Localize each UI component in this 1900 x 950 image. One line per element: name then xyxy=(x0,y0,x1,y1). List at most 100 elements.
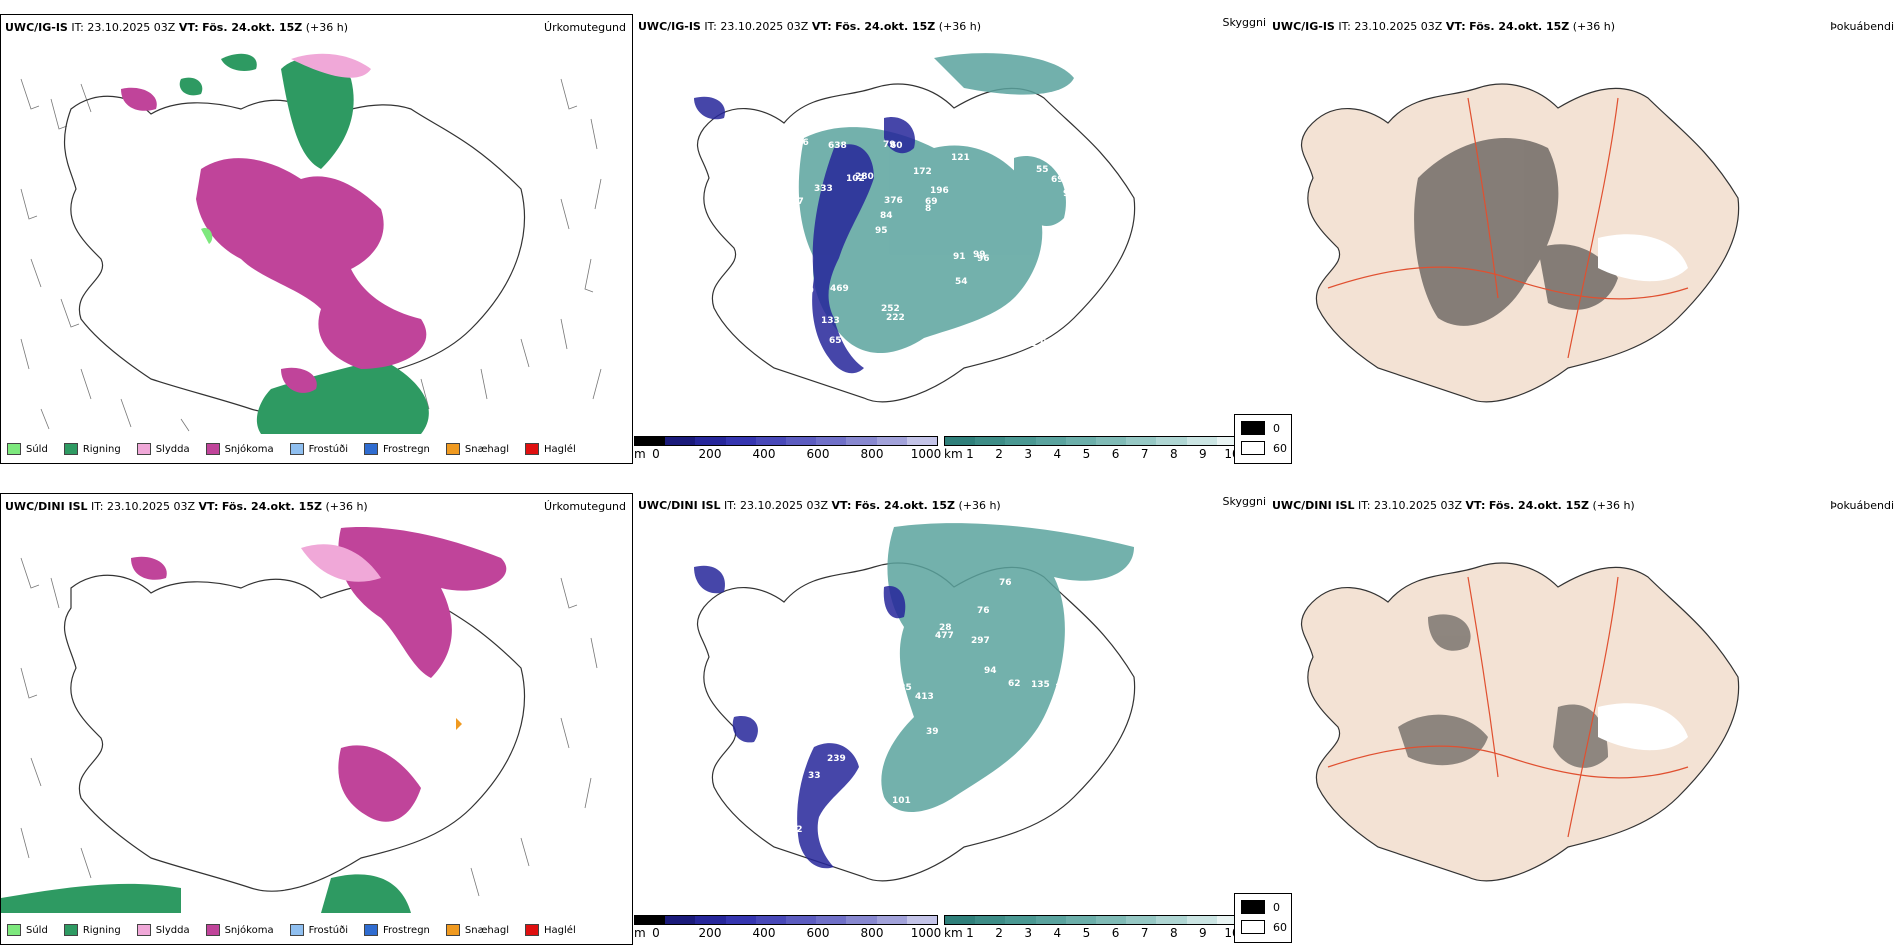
ceiling-label: 100 xyxy=(1055,683,1074,693)
ceiling-label: 129 xyxy=(781,720,800,730)
colorbar-tick-label: 7 xyxy=(1140,447,1149,461)
fog-panel-bottom: UWC/DINI ISL IT: 23.10.2025 03Z VT: Fös.… xyxy=(1234,493,1900,945)
legend-label: Haglél xyxy=(544,443,576,455)
ceiling-label: 82 xyxy=(773,328,786,338)
fog-indicator-light xyxy=(1598,703,1688,751)
fog-panel-top: UWC/IG-IS IT: 23.10.2025 03Z VT: Fös. 24… xyxy=(1234,14,1900,464)
ceiling-label: 253 xyxy=(854,585,873,595)
colorbar-cell xyxy=(1156,437,1187,445)
ceiling-label: 76 xyxy=(999,578,1012,588)
model-name: UWC/IG-IS xyxy=(638,20,701,33)
it-label: IT: xyxy=(1358,499,1371,512)
ceiling-label: 102 xyxy=(855,715,874,725)
rain-areas xyxy=(179,53,429,434)
fog-legend-row: 60 xyxy=(1241,441,1287,455)
visibility-colorbar: km 1 2 3 4 5 6 7 8 9 10 xyxy=(944,915,1248,941)
colorbar-cell xyxy=(1186,437,1217,445)
ceiling-colorbar: m 0 200 400 600 800 1000 xyxy=(634,915,941,941)
legend-item: Frostregn xyxy=(364,443,430,455)
legend-item: Snjókoma xyxy=(205,924,274,936)
ceiling-colorbar-cells xyxy=(634,915,938,925)
ceiling-label: 539 xyxy=(788,664,807,674)
fog-map xyxy=(1301,83,1740,403)
legend-swatch xyxy=(445,924,460,936)
fog-indicator-dark xyxy=(1414,138,1618,326)
precip-type-map xyxy=(1,527,598,913)
iceland-coastline xyxy=(697,562,1136,882)
ceiling-label: 102 xyxy=(846,174,865,184)
colorbar-tick-label: 600 xyxy=(806,926,830,940)
it-value: 23.10.2025 03Z xyxy=(107,500,196,513)
low-ceiling-areas xyxy=(694,96,915,374)
ceiling-colorbar: m 0 200 400 600 800 1000 xyxy=(634,436,941,462)
colorbar-cell xyxy=(635,437,666,445)
ceiling-label: 54 xyxy=(955,277,968,287)
ceiling-unit: m xyxy=(634,447,646,461)
fog-legend-swatch xyxy=(1241,900,1265,914)
colorbar-tick-label: 2 xyxy=(995,447,1003,461)
ceiling-label: 39 xyxy=(926,727,939,737)
ceiling-label: 252 xyxy=(881,304,900,314)
ceiling-label: 96 xyxy=(977,254,990,264)
fog-indicator-light xyxy=(1598,234,1688,282)
colorbar-tick-label: 400 xyxy=(752,447,776,461)
rain-areas xyxy=(1,874,411,913)
precip-type-legend: Súld Rigning Slydda Snjókoma Frostúði Fr… xyxy=(7,924,576,936)
ceiling-label: 172 xyxy=(913,167,932,177)
ceiling-label: 406 xyxy=(790,138,809,148)
colorbar-tick-label: 6 xyxy=(1111,447,1120,461)
fog-legend-row: 0 xyxy=(1241,900,1280,914)
colorbar-cell xyxy=(1065,437,1097,445)
it-value: 23.10.2025 03Z xyxy=(720,20,809,33)
legend-swatch xyxy=(205,443,220,455)
ceiling-label: 97 xyxy=(780,614,793,624)
panel-header: UWC/IG-IS IT: 23.10.2025 03Z VT: Fös. 24… xyxy=(1272,20,1615,33)
legend-item: Rigning xyxy=(63,924,121,936)
colorbar-cell xyxy=(665,916,696,924)
vt-label: VT: xyxy=(811,20,832,33)
model-name: UWC/DINI ISL xyxy=(5,500,88,513)
visibility-colorbar-cells xyxy=(944,915,1248,925)
ceiling-label: 125 xyxy=(893,683,912,693)
ceiling-label: 69 xyxy=(1051,175,1064,185)
ceiling-label: 469 xyxy=(830,284,849,294)
fog-legend-swatch xyxy=(1241,441,1265,455)
ceiling-label: 93 xyxy=(915,354,928,364)
ceiling-label: 95 xyxy=(875,226,888,236)
legend-swatch xyxy=(525,443,540,455)
colorbar-tick-label: 9 xyxy=(1199,447,1207,461)
ceiling-labels: 113 76 100 92 39 44 97 297 129 477 413 32 253 102 8677… xyxy=(769,573,1074,848)
panel-title: Þokuábendi xyxy=(1830,499,1894,512)
ceiling-unit: m xyxy=(634,926,646,940)
visibility-map: 127 177 168 95 121 126 79 172 260 280 82 133 60 196 96… xyxy=(694,53,1136,403)
visibility-map: 113 76 100 92 39 44 97 297 129 477 413 32 253 102 8677… xyxy=(694,523,1136,882)
visibility-unit: km xyxy=(944,447,963,461)
ceiling-labels: 127 177 168 95 121 126 79 172 260 280 82 133 60 196 96… xyxy=(773,102,1076,364)
legend-item: Slydda xyxy=(136,443,190,455)
ceiling-label: 49 xyxy=(1059,680,1072,690)
precip-type-panel-bottom: UWC/DINI ISL IT: 23.10.2025 03Z VT: Fös.… xyxy=(0,493,633,945)
ceiling-label: 18 xyxy=(1010,798,1023,808)
drizzle-area xyxy=(201,227,213,244)
vt-label: VT: xyxy=(178,21,199,34)
ceiling-label: 239 xyxy=(827,754,846,764)
visibility-colorbar-labels: 1 2 3 4 5 6 7 8 9 10 xyxy=(964,447,1248,461)
colorbar-tick-label: 7 xyxy=(1140,926,1149,940)
ceiling-label: 94 xyxy=(984,666,997,676)
legend-swatch xyxy=(63,443,78,455)
it-label: IT: xyxy=(1338,20,1351,33)
it-value: 23.10.2025 03Z xyxy=(87,21,176,34)
fog-indicator-dark xyxy=(1398,614,1608,768)
colorbar-cell xyxy=(876,437,907,445)
fog-legend: 0 60 xyxy=(1234,414,1292,464)
iceland-coastline xyxy=(63,574,526,892)
ceiling-label: 101 xyxy=(892,796,911,806)
ceiling-label: 96 xyxy=(1063,189,1076,199)
ceiling-label: 84 xyxy=(880,211,893,221)
ceiling-label: 113 xyxy=(787,292,806,302)
colorbar-cell xyxy=(975,916,1006,924)
legend-label: Frostúði xyxy=(308,924,348,936)
iceland-landmass xyxy=(1301,562,1740,882)
legend-swatch xyxy=(205,924,220,936)
vt-value: Fös. 24.okt. 15Z xyxy=(1488,499,1589,512)
